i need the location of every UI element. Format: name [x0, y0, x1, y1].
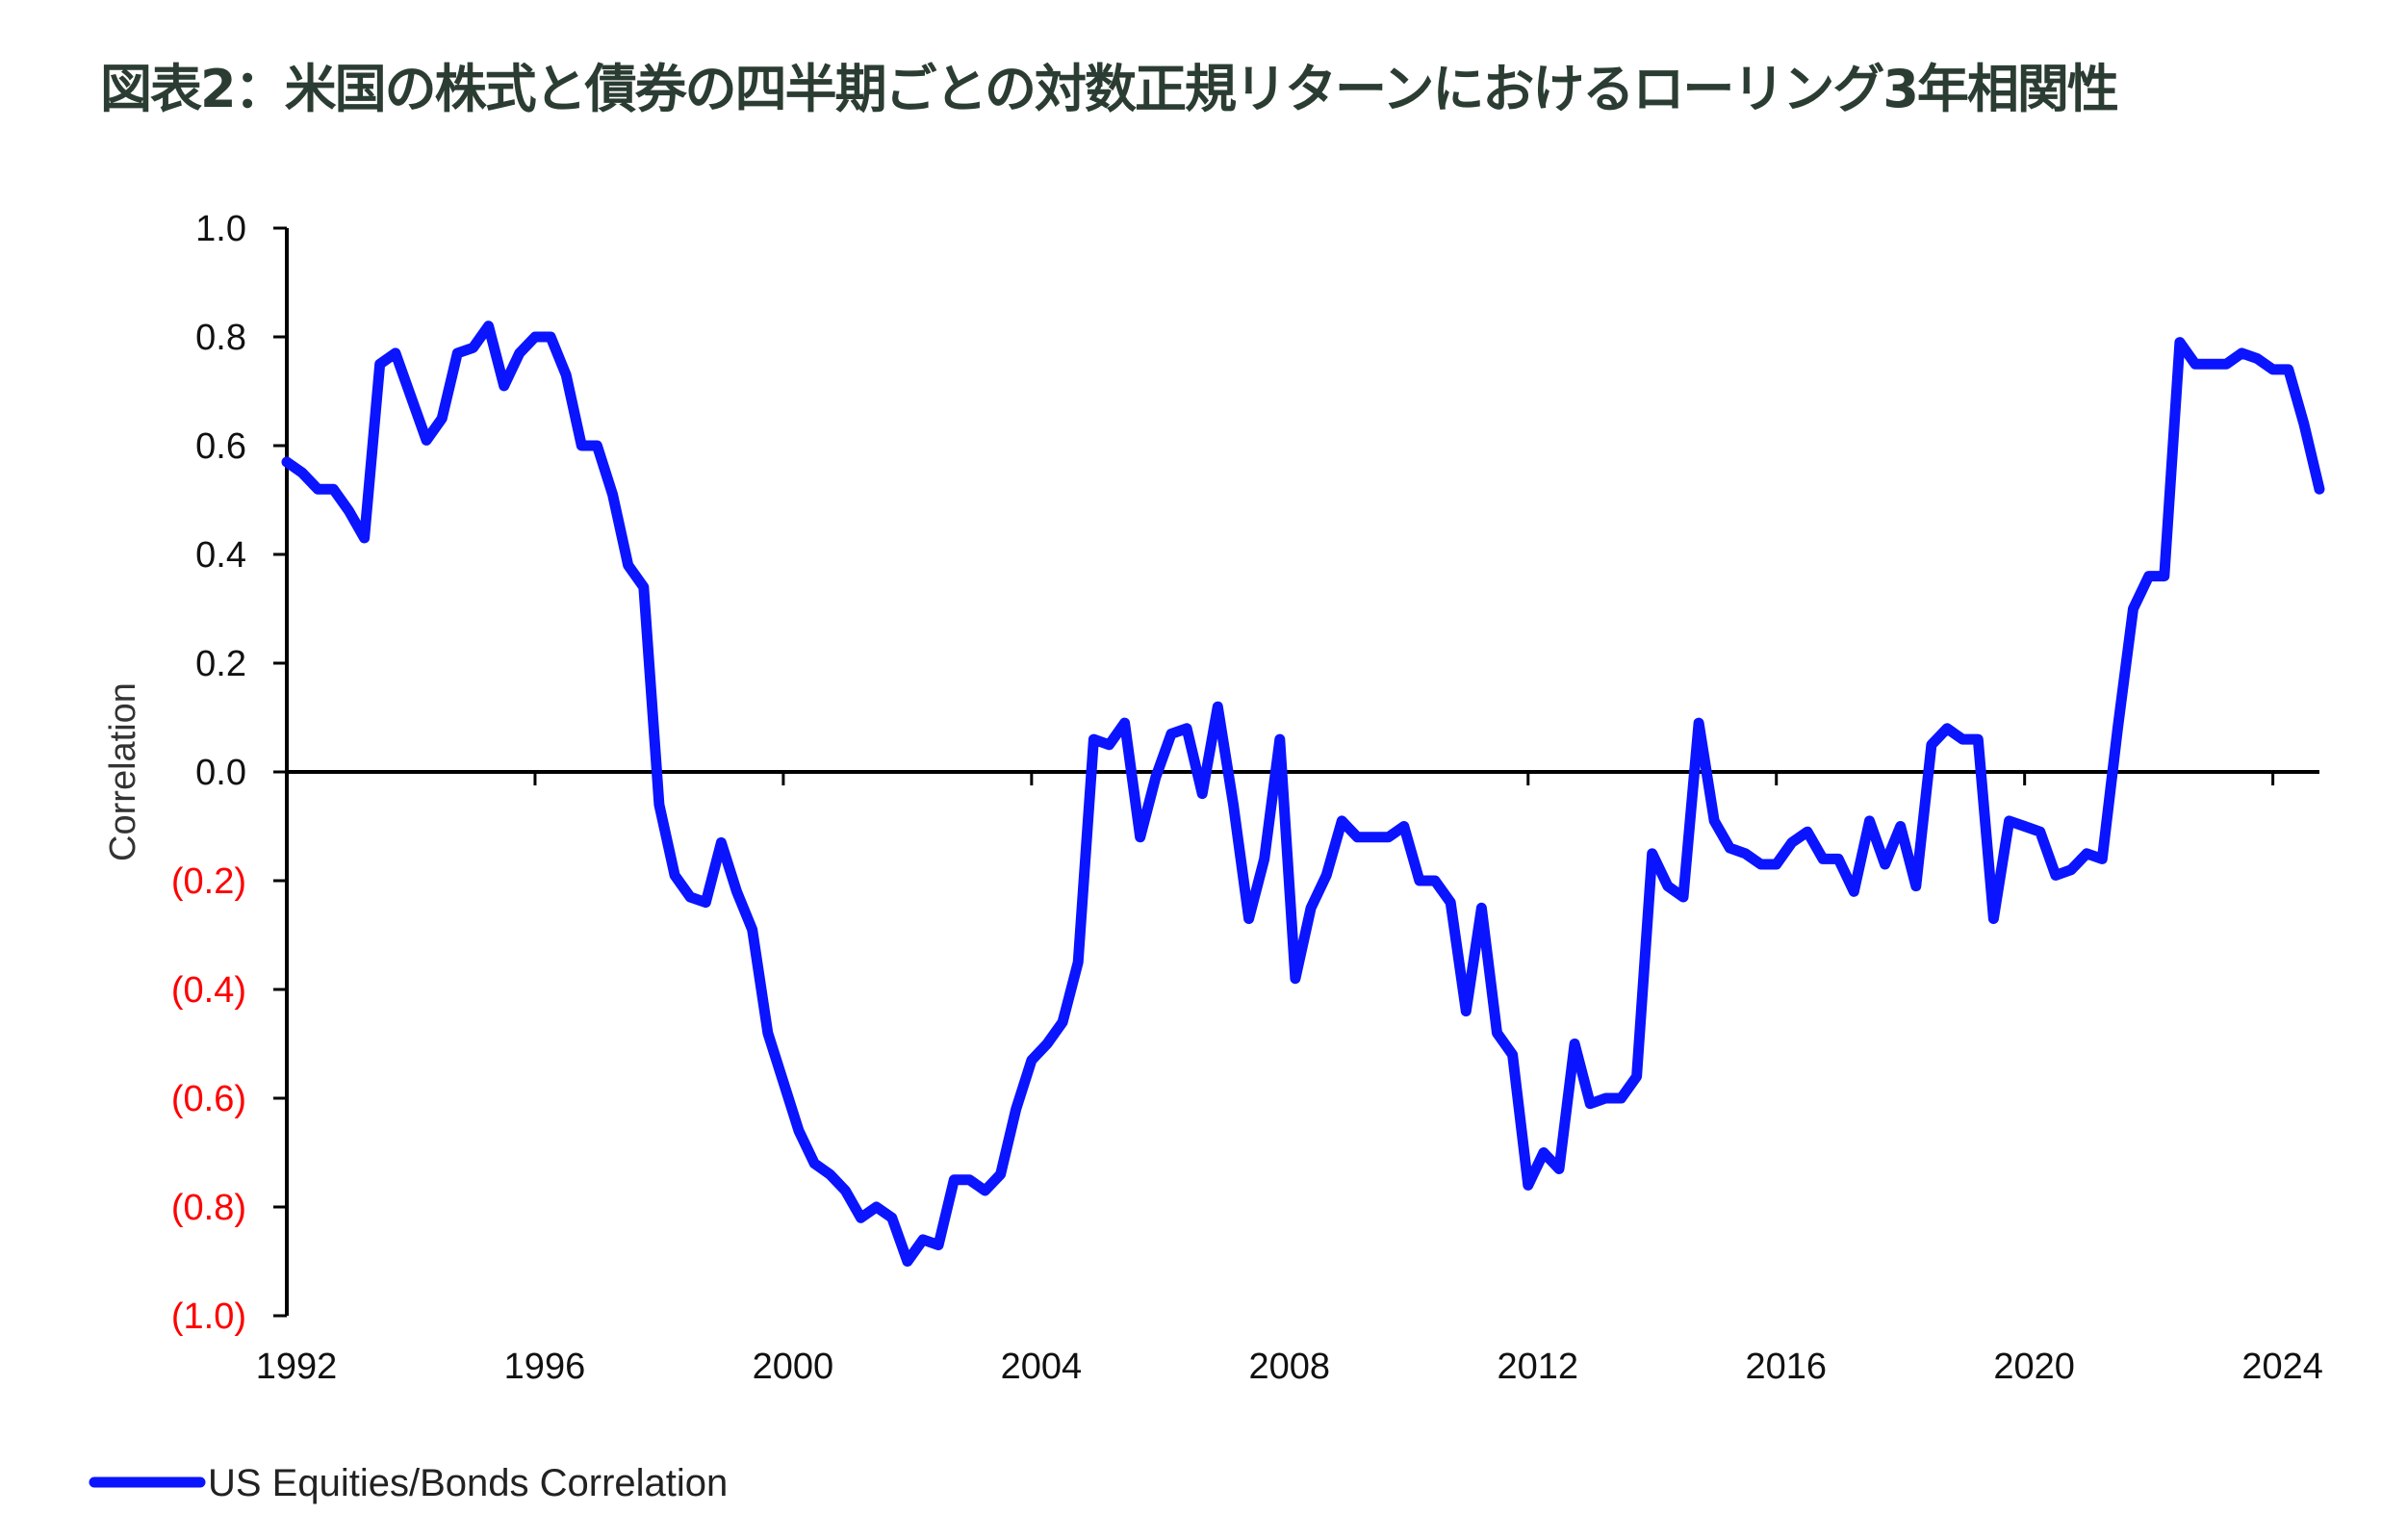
- data-points: [286, 325, 2320, 1262]
- y-tick-label: 0.8: [195, 318, 246, 358]
- x-tick-label: 2016: [1745, 1347, 1827, 1387]
- y-tick-label: 0.4: [195, 535, 246, 576]
- chart-title: 図表2：米国の株式と債券の四半期ごとの対数正規リターンにおけるローリング3年相関…: [100, 59, 2119, 119]
- y-tick-label: (0.8): [171, 1188, 246, 1228]
- x-tick-label: 2000: [753, 1347, 834, 1387]
- y-tick-label: 0.6: [195, 426, 246, 467]
- y-tick-label: (0.4): [171, 970, 246, 1011]
- series-line-us-equities-bonds: [281, 321, 2325, 1267]
- y-tick-label: 1.0: [195, 209, 246, 249]
- y-tick-label: (0.6): [171, 1079, 246, 1119]
- y-axis-ticks: 1.0 0.8 0.6 0.4 0.2 0.0 (0.2) (0.4) (0.6) (0.8) (1…: [171, 209, 287, 1337]
- y-tick-label: 0.0: [195, 753, 246, 793]
- y-tick-label: (0.2): [171, 861, 246, 902]
- y-axis-label: Correlation: [103, 682, 143, 861]
- x-tick-label: 2012: [1497, 1347, 1578, 1387]
- y-tick-label: 0.2: [195, 644, 246, 684]
- x-tick-label: 1992: [256, 1347, 338, 1387]
- x-tick-label: 2008: [1249, 1347, 1331, 1387]
- x-tick-label: 2004: [1001, 1347, 1083, 1387]
- x-axis-ticks: 1992 1996 2000 2004 2008 2012 2016 2020 2024: [256, 772, 2323, 1387]
- x-tick-label: 2020: [1993, 1347, 2075, 1387]
- legend: US Equities/Bonds Correlation: [89, 1462, 728, 1504]
- x-tick-label: 1996: [504, 1347, 586, 1387]
- y-tick-label: (1.0): [171, 1296, 246, 1337]
- axes: [285, 228, 2319, 1316]
- x-tick-label: 2024: [2241, 1347, 2323, 1387]
- legend-label: US Equities/Bonds Correlation: [208, 1462, 728, 1504]
